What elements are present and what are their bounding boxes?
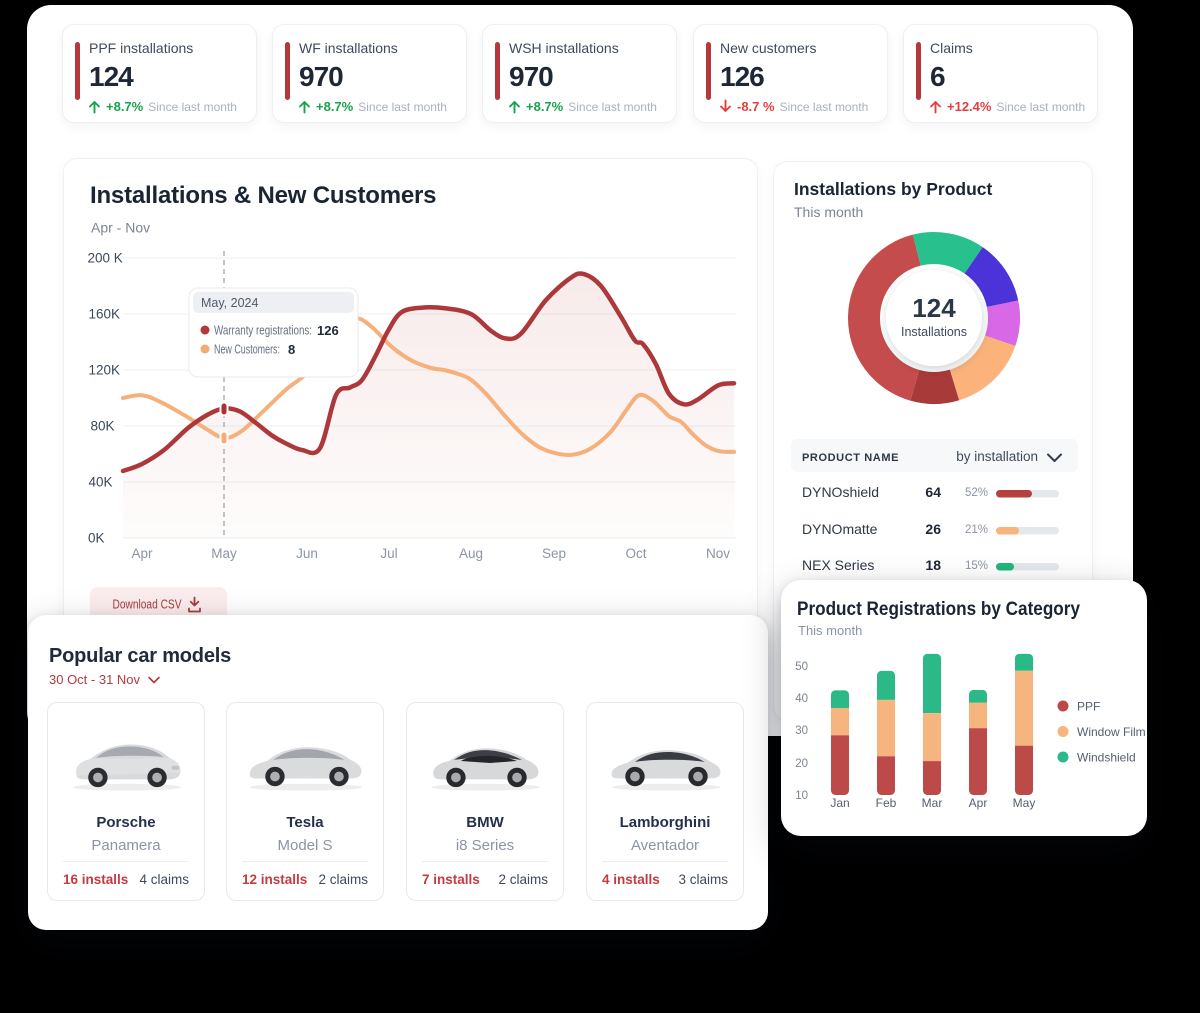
svg-text:NEX Series: NEX Series [802,557,874,573]
svg-text:by installation: by installation [956,449,1038,464]
svg-text:50: 50 [795,661,808,673]
svg-text:This month: This month [794,204,863,220]
svg-text:160K: 160K [89,307,121,322]
svg-text:PRODUCT NAME: PRODUCT NAME [802,452,899,464]
svg-text:Windshield: Windshield [1077,751,1136,765]
svg-text:Jun: Jun [296,546,318,561]
svg-text:200 K: 200 K [88,251,123,266]
svg-text:Installations by Product: Installations by Product [794,179,993,199]
svg-text:20: 20 [795,758,808,770]
svg-text:30: 30 [795,725,808,737]
svg-text:26: 26 [925,521,941,537]
svg-text:Mar: Mar [922,796,943,810]
svg-text:64: 64 [925,484,941,500]
svg-text:Jan: Jan [830,796,849,810]
svg-text:Window Film: Window Film [1077,725,1146,739]
svg-text:PPF: PPF [1077,700,1100,714]
svg-text:Installations: Installations [901,325,967,339]
svg-text:124: 124 [912,293,956,323]
svg-text:May: May [211,546,237,561]
svg-text:40K: 40K [89,475,113,490]
svg-text:Apr: Apr [969,796,988,810]
svg-text:Apr: Apr [131,546,153,561]
svg-text:21%: 21% [965,524,988,536]
svg-text:Feb: Feb [876,796,897,810]
svg-text:18: 18 [925,557,941,573]
svg-text:52%: 52% [965,487,988,499]
svg-text:80K: 80K [91,419,115,434]
svg-text:Apr - Nov: Apr - Nov [91,220,150,236]
svg-text:120K: 120K [89,363,121,378]
svg-text:New Customers:: New Customers: [214,343,280,357]
svg-text:15%: 15% [965,560,988,572]
svg-text:May: May [1013,796,1036,810]
svg-text:Warranty registrations:: Warranty registrations: [214,324,312,338]
svg-text:40: 40 [795,693,808,705]
svg-text:8: 8 [288,342,295,357]
svg-text:126: 126 [317,323,339,338]
svg-text:Installations & New Customers: Installations & New Customers [90,182,436,209]
svg-text:Sep: Sep [542,546,566,561]
svg-text:DYNOshield: DYNOshield [802,484,879,500]
svg-text:Download CSV: Download CSV [113,597,182,612]
svg-text:Nov: Nov [706,546,730,561]
svg-text:0K: 0K [88,531,105,546]
svg-text:Jul: Jul [380,546,397,561]
svg-text:Oct: Oct [625,546,646,561]
svg-text:DYNOmatte: DYNOmatte [802,521,878,537]
svg-text:This month: This month [798,623,862,638]
svg-text:May, 2024: May, 2024 [201,296,258,310]
svg-text:Product Registrations by Categ: Product Registrations by Category [797,599,1080,620]
svg-text:10: 10 [795,790,808,802]
svg-text:Aug: Aug [459,546,483,561]
